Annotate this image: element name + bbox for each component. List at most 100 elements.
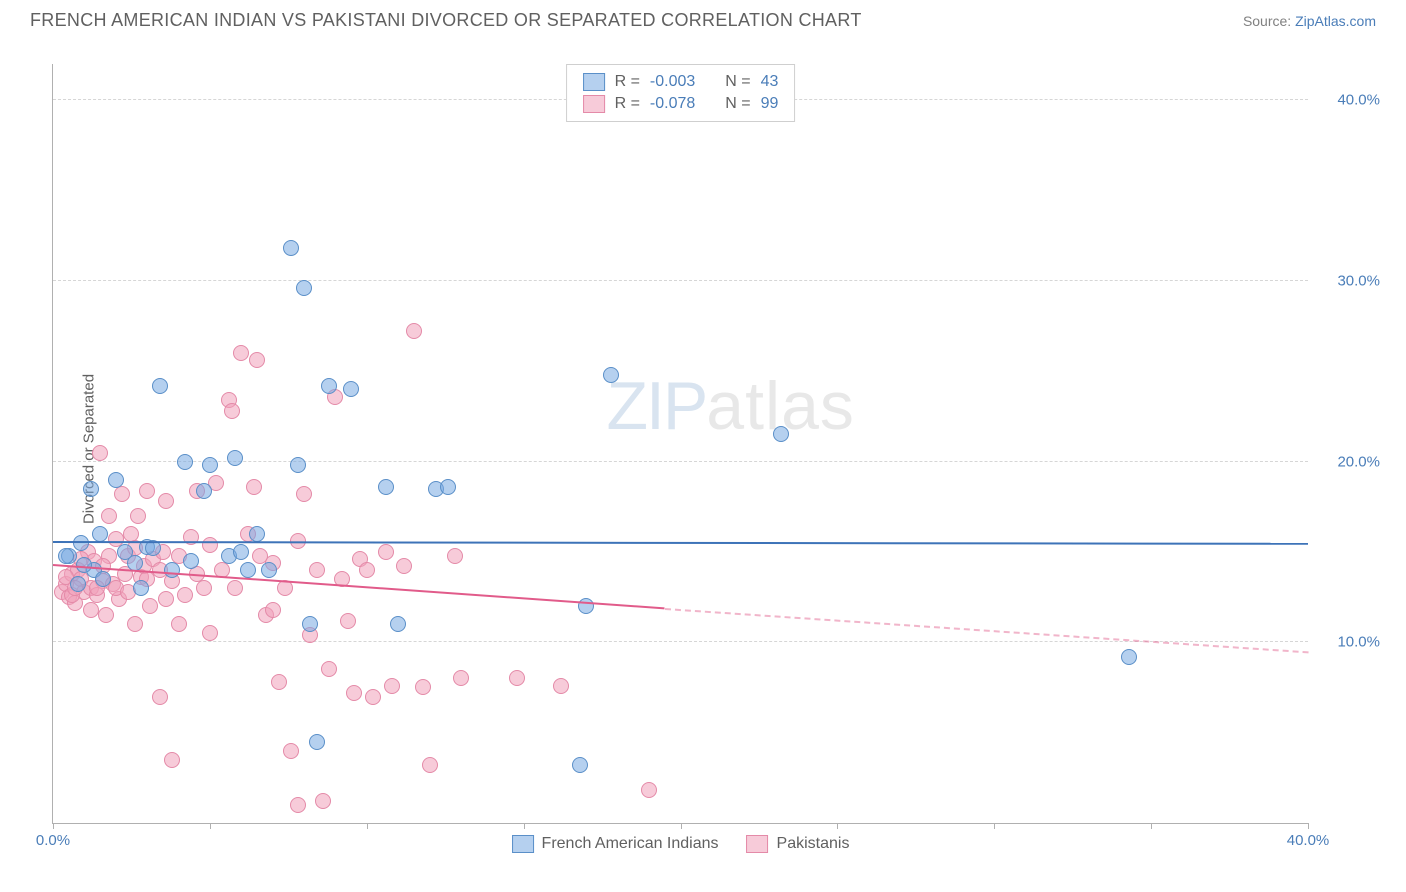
legend-stats: R = -0.003 N = 43 R = -0.078 N = 99 <box>566 64 796 122</box>
scatter-dot-pink <box>290 797 306 813</box>
scatter-dot-blue <box>296 280 312 296</box>
scatter-dot-blue <box>440 479 456 495</box>
x-tick <box>367 823 368 829</box>
scatter-dot-pink <box>265 602 281 618</box>
gridline <box>53 280 1308 281</box>
scatter-dot-pink <box>152 689 168 705</box>
scatter-dot-pink <box>92 445 108 461</box>
chart-title: FRENCH AMERICAN INDIAN VS PAKISTANI DIVO… <box>30 10 862 31</box>
scatter-dot-blue <box>1121 649 1137 665</box>
scatter-dot-blue <box>233 544 249 560</box>
legend-stats-row: R = -0.003 N = 43 <box>583 71 779 93</box>
scatter-dot-pink <box>447 548 463 564</box>
scatter-dot-blue <box>290 457 306 473</box>
x-tick <box>53 823 54 829</box>
scatter-dot-blue <box>152 378 168 394</box>
scatter-dot-blue <box>261 562 277 578</box>
scatter-dot-blue <box>390 616 406 632</box>
scatter-dot-blue <box>378 479 394 495</box>
scatter-dot-pink <box>415 679 431 695</box>
scatter-dot-pink <box>227 580 243 596</box>
scatter-dot-pink <box>315 793 331 809</box>
scatter-dot-blue <box>321 378 337 394</box>
scatter-dot-blue <box>83 481 99 497</box>
scatter-dot-pink <box>224 403 240 419</box>
scatter-dot-pink <box>246 479 262 495</box>
scatter-dot-pink <box>384 678 400 694</box>
x-tick <box>210 823 211 829</box>
x-tick-label: 0.0% <box>36 832 70 849</box>
scatter-dot-pink <box>359 562 375 578</box>
scatter-dot-blue <box>773 426 789 442</box>
x-tick <box>1151 823 1152 829</box>
x-tick <box>837 823 838 829</box>
source-link[interactable]: ZipAtlas.com <box>1295 13 1376 29</box>
scatter-dot-pink <box>233 345 249 361</box>
legend-item: French American Indians <box>512 835 719 853</box>
swatch-pink-icon <box>583 95 605 113</box>
scatter-dot-pink <box>252 548 268 564</box>
scatter-dot-pink <box>164 752 180 768</box>
scatter-dot-blue <box>133 580 149 596</box>
scatter-dot-blue <box>227 450 243 466</box>
x-tick <box>1308 823 1309 829</box>
scatter-dot-blue <box>95 571 111 587</box>
x-tick-label: 40.0% <box>1287 832 1330 849</box>
scatter-dot-pink <box>177 587 193 603</box>
swatch-blue-icon <box>583 73 605 91</box>
scatter-dot-pink <box>101 508 117 524</box>
scatter-dot-pink <box>296 486 312 502</box>
gridline <box>53 641 1308 642</box>
scatter-dot-blue <box>603 367 619 383</box>
scatter-dot-blue <box>196 483 212 499</box>
x-tick <box>994 823 995 829</box>
scatter-dot-pink <box>83 602 99 618</box>
scatter-dot-blue <box>283 240 299 256</box>
scatter-dot-blue <box>249 526 265 542</box>
scatter-dot-blue <box>183 553 199 569</box>
scatter-dot-blue <box>302 616 318 632</box>
plot-region: ZIPatlas R = -0.003 N = 43 R = -0.078 N … <box>52 64 1308 824</box>
y-tick-label: 40.0% <box>1337 92 1380 109</box>
scatter-dot-pink <box>98 607 114 623</box>
scatter-dot-blue <box>572 757 588 773</box>
scatter-dot-blue <box>164 562 180 578</box>
scatter-dot-pink <box>142 598 158 614</box>
scatter-dot-pink <box>171 616 187 632</box>
watermark: ZIPatlas <box>606 367 854 445</box>
scatter-dot-pink <box>340 613 356 629</box>
scatter-dot-pink <box>158 493 174 509</box>
scatter-dot-pink <box>406 323 422 339</box>
scatter-dot-pink <box>365 689 381 705</box>
x-tick <box>681 823 682 829</box>
trend-line-pink-dashed <box>665 608 1308 653</box>
scatter-dot-blue <box>92 526 108 542</box>
scatter-dot-pink <box>422 757 438 773</box>
scatter-dot-blue <box>58 548 74 564</box>
swatch-blue-icon <box>512 835 534 853</box>
legend-item: Pakistanis <box>747 835 850 853</box>
scatter-dot-pink <box>158 591 174 607</box>
scatter-dot-pink <box>346 685 362 701</box>
x-tick <box>524 823 525 829</box>
scatter-dot-pink <box>553 678 569 694</box>
scatter-dot-blue <box>76 557 92 573</box>
scatter-dot-pink <box>202 625 218 641</box>
scatter-dot-pink <box>139 483 155 499</box>
scatter-dot-pink <box>130 508 146 524</box>
chart-area: Divorced or Separated ZIPatlas R = -0.00… <box>30 46 1388 852</box>
scatter-dot-pink <box>196 580 212 596</box>
scatter-dot-blue <box>240 562 256 578</box>
source-label: Source: ZipAtlas.com <box>1243 13 1376 29</box>
scatter-dot-blue <box>309 734 325 750</box>
scatter-dot-pink <box>271 674 287 690</box>
scatter-dot-blue <box>108 472 124 488</box>
scatter-dot-pink <box>321 661 337 677</box>
scatter-dot-blue <box>202 457 218 473</box>
scatter-dot-pink <box>123 526 139 542</box>
scatter-dot-pink <box>202 537 218 553</box>
scatter-dot-blue <box>343 381 359 397</box>
y-tick-label: 30.0% <box>1337 272 1380 289</box>
scatter-dot-pink <box>309 562 325 578</box>
scatter-dot-pink <box>378 544 394 560</box>
